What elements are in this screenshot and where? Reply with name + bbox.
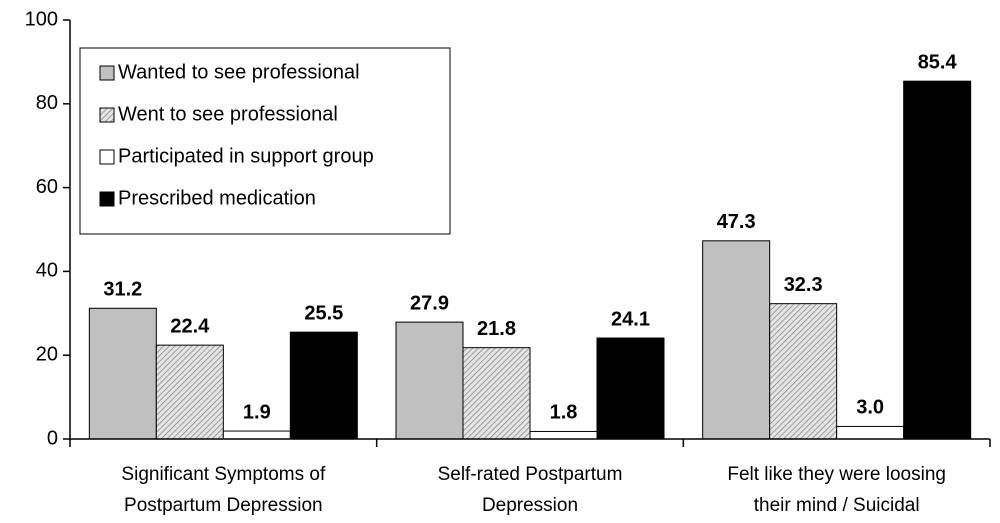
legend-label: Prescribed medication bbox=[118, 187, 316, 209]
legend-swatch bbox=[99, 149, 115, 165]
data-label: 3.0 bbox=[856, 397, 884, 419]
bar bbox=[769, 303, 838, 440]
bar bbox=[88, 307, 157, 440]
bar bbox=[289, 331, 358, 440]
data-label: 22.4 bbox=[170, 315, 210, 337]
data-label: 27.9 bbox=[410, 292, 449, 314]
data-label: 1.8 bbox=[550, 402, 578, 424]
x-tick-label: Significant Symptoms of bbox=[121, 464, 326, 485]
data-label: 32.3 bbox=[784, 274, 823, 296]
y-tick-label: 60 bbox=[36, 176, 58, 198]
y-tick-label: 0 bbox=[47, 427, 58, 449]
bar bbox=[155, 344, 224, 440]
bar bbox=[702, 240, 771, 440]
bar bbox=[462, 347, 531, 440]
data-label: 25.5 bbox=[304, 302, 343, 324]
data-label: 85.4 bbox=[918, 51, 958, 73]
bar bbox=[903, 80, 972, 440]
y-tick-label: 40 bbox=[36, 260, 58, 282]
data-label: 1.9 bbox=[243, 401, 271, 423]
data-label: 31.2 bbox=[103, 279, 142, 301]
x-tick-label: their mind / Suicidal bbox=[754, 495, 920, 516]
x-tick-label: Self-rated Postpartum bbox=[438, 464, 623, 485]
data-label: 21.8 bbox=[477, 318, 516, 340]
x-tick-label: Depression bbox=[482, 495, 578, 516]
bar bbox=[395, 321, 464, 440]
legend-swatch bbox=[99, 65, 115, 81]
legend-label: Participated in support group bbox=[118, 145, 374, 167]
bar bbox=[836, 425, 905, 440]
bar bbox=[529, 430, 598, 440]
y-tick-label: 20 bbox=[36, 343, 58, 365]
data-label: 24.1 bbox=[611, 308, 650, 330]
bar bbox=[596, 337, 665, 440]
legend-swatch bbox=[99, 191, 115, 207]
y-tick-label: 100 bbox=[25, 8, 58, 30]
data-label: 47.3 bbox=[717, 211, 756, 233]
y-tick-label: 80 bbox=[36, 92, 58, 114]
legend-label: Went to see professional bbox=[118, 103, 338, 125]
bar bbox=[222, 430, 291, 440]
x-tick-label: Postpartum Depression bbox=[124, 495, 323, 516]
legend-box bbox=[79, 47, 451, 235]
legend-label: Wanted to see professional bbox=[118, 61, 360, 83]
legend-swatch bbox=[99, 107, 115, 123]
x-tick-label: Felt like they were loosing bbox=[727, 464, 946, 485]
